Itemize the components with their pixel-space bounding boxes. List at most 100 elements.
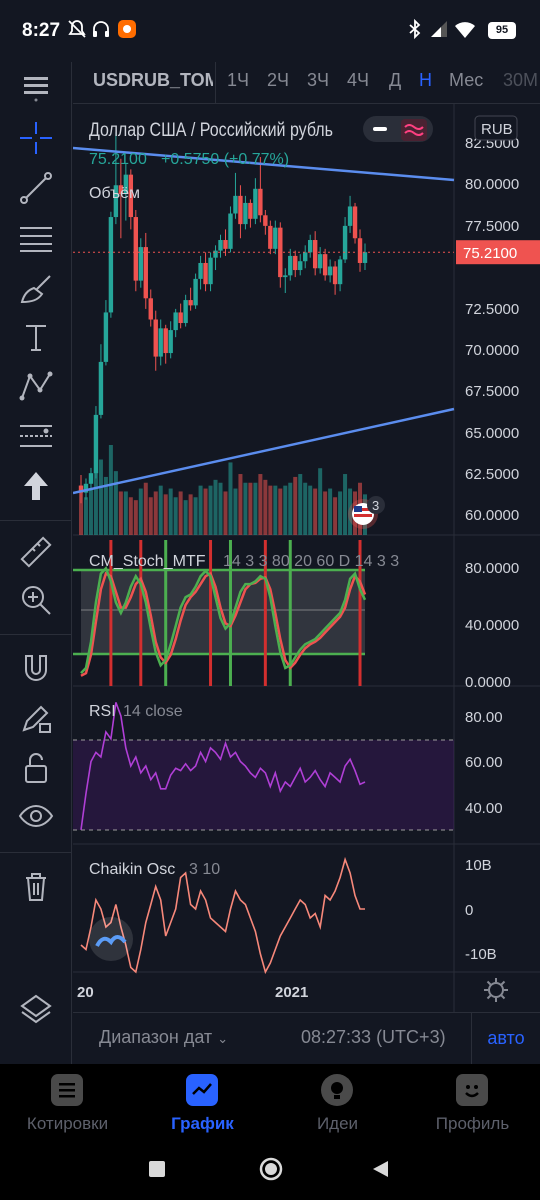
auto-scale-button[interactable]: авто — [471, 1013, 540, 1065]
layers-icon[interactable] — [18, 992, 54, 1028]
candle-body — [83, 483, 89, 493]
candle-body — [148, 298, 153, 320]
price-tick: 65.0000 — [465, 425, 519, 442]
timeframe-2h[interactable]: 2Ч — [267, 70, 290, 90]
current-price-tag — [456, 240, 540, 265]
time-tick: 2021 — [275, 984, 308, 1001]
volume-bar — [183, 500, 188, 535]
candle-body — [223, 240, 228, 249]
candle-body — [332, 266, 338, 285]
nav-ideas[interactable]: Идеи — [270, 1072, 405, 1136]
time-tick: 20 — [77, 984, 94, 1001]
prediction-tool-icon[interactable] — [18, 418, 54, 454]
magnet-icon[interactable] — [18, 650, 54, 686]
collapse-legend-icon[interactable] — [373, 127, 387, 131]
pattern-icon[interactable] — [18, 368, 54, 404]
candle-body — [248, 202, 253, 219]
volume-bar — [193, 497, 198, 535]
symbol-selector[interactable]: USDRUB_TOM — [93, 70, 213, 90]
settings-icon[interactable] — [484, 978, 508, 1002]
nav-profile-label: Профиль — [435, 1114, 510, 1133]
volume-bar — [228, 462, 233, 535]
candle-body — [317, 254, 323, 269]
volume-bar — [113, 471, 118, 535]
volume-bar — [313, 488, 318, 535]
currency-badge[interactable] — [474, 115, 518, 141]
timezone-clock[interactable]: 08:27:33 (UTC+3) — [301, 1027, 446, 1047]
candle-body — [98, 361, 104, 415]
volume-bar — [118, 491, 123, 535]
volume-bar — [278, 488, 283, 535]
fib-retracement-icon[interactable] — [18, 220, 54, 256]
bluetooth-icon — [409, 18, 421, 40]
timeframe-month[interactable]: Мес — [449, 70, 484, 90]
rsi-label: RSI — [89, 703, 116, 720]
timeframe-day[interactable]: Д — [389, 70, 402, 90]
trend-line-resistance[interactable] — [73, 146, 455, 182]
menu-icon[interactable] — [18, 68, 54, 104]
arrow-up-icon[interactable] — [18, 468, 54, 504]
wifi-icon — [455, 22, 475, 38]
nav-chart[interactable]: График — [135, 1072, 270, 1136]
timeframe-3h[interactable]: 3Ч — [307, 70, 330, 90]
volume-bar — [173, 497, 178, 535]
toolbar-divider — [0, 520, 72, 521]
volume-bar — [238, 474, 243, 535]
unlock-icon[interactable] — [18, 750, 54, 786]
volume-bar — [133, 500, 138, 535]
candle-body — [118, 185, 124, 195]
timeframe-4h[interactable]: 4Ч — [347, 70, 370, 90]
compare-icon-bg[interactable] — [401, 119, 427, 141]
timeframe-1h[interactable]: 1Ч — [227, 70, 250, 90]
candle-body — [288, 255, 293, 276]
text-tool-icon[interactable] — [18, 320, 54, 356]
volume-bar — [103, 476, 108, 535]
ruler-icon[interactable] — [18, 534, 54, 570]
brush-icon[interactable] — [18, 270, 54, 306]
trend-line-icon[interactable] — [18, 170, 54, 206]
candle-body — [203, 262, 208, 285]
volume-bar — [108, 445, 113, 535]
candle-body — [342, 225, 348, 260]
volume-bar — [298, 474, 303, 535]
rsi-line — [80, 702, 366, 830]
economic-events-marker[interactable]: 3 — [348, 496, 385, 529]
crosshair-icon[interactable] — [18, 120, 54, 156]
zoom-in-icon[interactable] — [18, 582, 54, 618]
timeframe-week[interactable]: Н — [419, 70, 432, 90]
volume-bar — [98, 459, 103, 535]
compare-icon[interactable] — [404, 124, 424, 136]
volume-bar — [123, 491, 128, 535]
back-icon[interactable] — [370, 1159, 390, 1179]
volume-bar — [208, 485, 213, 535]
recents-icon[interactable] — [148, 1160, 166, 1178]
rsi-params: 14 close — [123, 703, 183, 720]
volume-bar — [178, 491, 183, 535]
volume-bar — [328, 488, 333, 535]
drawing-toolbar — [0, 62, 72, 1064]
smiley-icon — [456, 1074, 488, 1106]
lock-drawing-icon[interactable] — [18, 700, 54, 736]
home-icon[interactable] — [258, 1156, 284, 1182]
candle-body — [293, 255, 298, 271]
visibility-icon[interactable] — [18, 798, 54, 834]
timeframe-30m[interactable]: 30М — [503, 70, 539, 90]
date-range-button[interactable]: Диапазон дат ⌄ — [99, 1027, 228, 1048]
nav-profile[interactable]: Профиль — [405, 1072, 540, 1136]
trend-line-support[interactable] — [73, 407, 455, 495]
volume-bar — [243, 482, 248, 535]
volume-bar — [79, 491, 83, 535]
price-axis: 82.5000 80.0000 77.5000 72.5000 70.0000 … — [465, 135, 519, 524]
candle-body — [153, 319, 158, 357]
candle-body — [238, 195, 243, 225]
events-count: 3 — [372, 498, 379, 513]
nav-quotes[interactable]: Котировки — [0, 1072, 135, 1136]
status-bar: 8:27 95 — [0, 0, 540, 62]
trash-icon[interactable] — [18, 868, 54, 904]
candle-body — [218, 240, 223, 251]
candle-body — [93, 414, 99, 474]
candle-body — [168, 330, 173, 354]
rsi-band — [73, 740, 454, 830]
chart-icon — [186, 1074, 218, 1106]
chart-canvas[interactable]: 75.2100 82.5000 80.0000 77.5000 72.5000 … — [73, 104, 540, 1012]
